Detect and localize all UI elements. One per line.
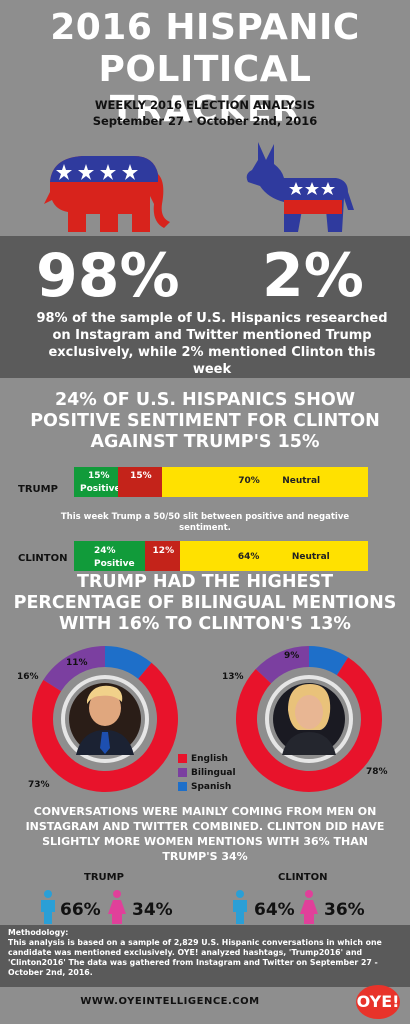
trump-english-arc: [32, 662, 178, 792]
trump-positive-segment: 15% Positive: [74, 467, 121, 497]
clinton-bilingual-pct: 13%: [222, 672, 244, 682]
trump-neutral-segment: 70% Neutral: [162, 467, 368, 497]
clinton-negative-pct: 12%: [152, 546, 175, 556]
legend-spanish: Spanish: [178, 782, 231, 792]
sentiment-heading: 24% OF U.S. HISPANICS SHOW POSITIVE SENT…: [30, 390, 380, 452]
trump-neutral-pct: 70%: [238, 476, 260, 486]
english-swatch: [178, 754, 187, 763]
clinton-positive-segment: 24% Positive: [74, 541, 145, 571]
trump-sentiment-bar: 15% Positive 15% 70% Neutral: [74, 467, 368, 497]
trump-male-pct: 66%: [60, 900, 101, 920]
trump-spanish-pct: 11%: [66, 658, 88, 668]
clinton-male-pct: 64%: [254, 900, 295, 920]
page-title-line1: 2016 HISPANIC: [50, 7, 360, 48]
trump-bar-label: TRUMP: [18, 484, 58, 495]
male-icon: [41, 890, 55, 924]
footer-url-link[interactable]: WWW.OYEINTELLIGENCE.COM: [80, 996, 260, 1007]
spanish-swatch: [178, 782, 187, 791]
clinton-sentiment-bar: 24% Positive 12% 64% Neutral: [74, 541, 368, 571]
mention-band: [0, 236, 410, 378]
clinton-neutral-pct: 64%: [237, 552, 260, 562]
gender-trump-label: TRUMP: [84, 872, 124, 883]
republican-elephant-icon: [44, 156, 170, 232]
bilingual-swatch: [178, 768, 187, 777]
trump-female-pct: 34%: [132, 900, 173, 920]
clinton-english-arc: [236, 657, 382, 792]
oye-logo: OYE!: [356, 985, 400, 1019]
clinton-english-pct: 78%: [366, 767, 388, 777]
clinton-negative-segment: 12%: [144, 541, 180, 571]
trump-bilingual-arc: [43, 646, 105, 692]
male-icon: [233, 890, 247, 924]
trump-negative-pct: 15%: [130, 471, 152, 481]
methodology-box: Methodology: This analysis is based on a…: [0, 925, 410, 987]
legend-bilingual-label: Bilingual: [191, 768, 236, 778]
clinton-bilingual-arc: [255, 646, 309, 684]
trump-english-pct: 73%: [28, 780, 50, 790]
trump-neutral-word: Neutral: [282, 476, 321, 486]
clinton-neutral-word: Neutral: [291, 552, 330, 562]
trump-positive-word: Positive: [80, 484, 121, 494]
clinton-spanish-arc: [309, 646, 349, 676]
page-title-line2: POLITICAL TRACKER: [98, 49, 312, 130]
subtitle-dates: September 27 - October 2nd, 2016: [92, 114, 318, 128]
clinton-bar-label: CLINTON: [18, 553, 68, 564]
clinton-neutral-segment: 64% Neutral: [179, 541, 368, 571]
gender-clinton-label: CLINTON: [278, 872, 328, 883]
trump-positive-pct: 15%: [88, 471, 110, 481]
trump-negative-segment: 15%: [118, 467, 163, 497]
language-heading: TRUMP HAD THE HIGHEST PERCENTAGE OF BILI…: [13, 572, 397, 634]
legend-bilingual: Bilingual: [178, 768, 236, 778]
mention-description: 98% of the sample of U.S. Hispanics rese…: [36, 311, 388, 377]
methodology-title: Methodology:: [8, 928, 69, 937]
clinton-female-pct: 36%: [324, 900, 365, 920]
clinton-positive-pct: 24%: [94, 546, 116, 556]
trump-bilingual-pct: 16%: [17, 672, 39, 682]
trump-language-donut: [32, 646, 178, 792]
legend-spanish-label: Spanish: [191, 782, 232, 792]
gender-heading: CONVERSATIONS WERE MAINLY COMING FROM ME…: [25, 805, 385, 863]
trump-spanish-arc: [105, 646, 152, 679]
trump-mention-pct: 98%: [36, 241, 180, 311]
sentiment-note: This week Trump a 50/50 slit between pos…: [60, 512, 350, 533]
democratic-donkey-icon: [246, 142, 354, 232]
legend-english: English: [178, 754, 228, 764]
subtitle-line1: WEEKLY 2016 ELECTION ANALYSIS: [94, 98, 316, 112]
clinton-mention-pct: 2%: [262, 241, 364, 311]
clinton-spanish-pct: 9%: [284, 651, 300, 661]
legend-english-label: English: [191, 754, 228, 764]
clinton-positive-word: Positive: [94, 559, 135, 569]
female-icon: [300, 890, 318, 924]
female-icon: [108, 890, 126, 924]
clinton-language-donut: [236, 646, 382, 792]
methodology-text: This analysis is based on a sample of 2,…: [8, 938, 382, 977]
